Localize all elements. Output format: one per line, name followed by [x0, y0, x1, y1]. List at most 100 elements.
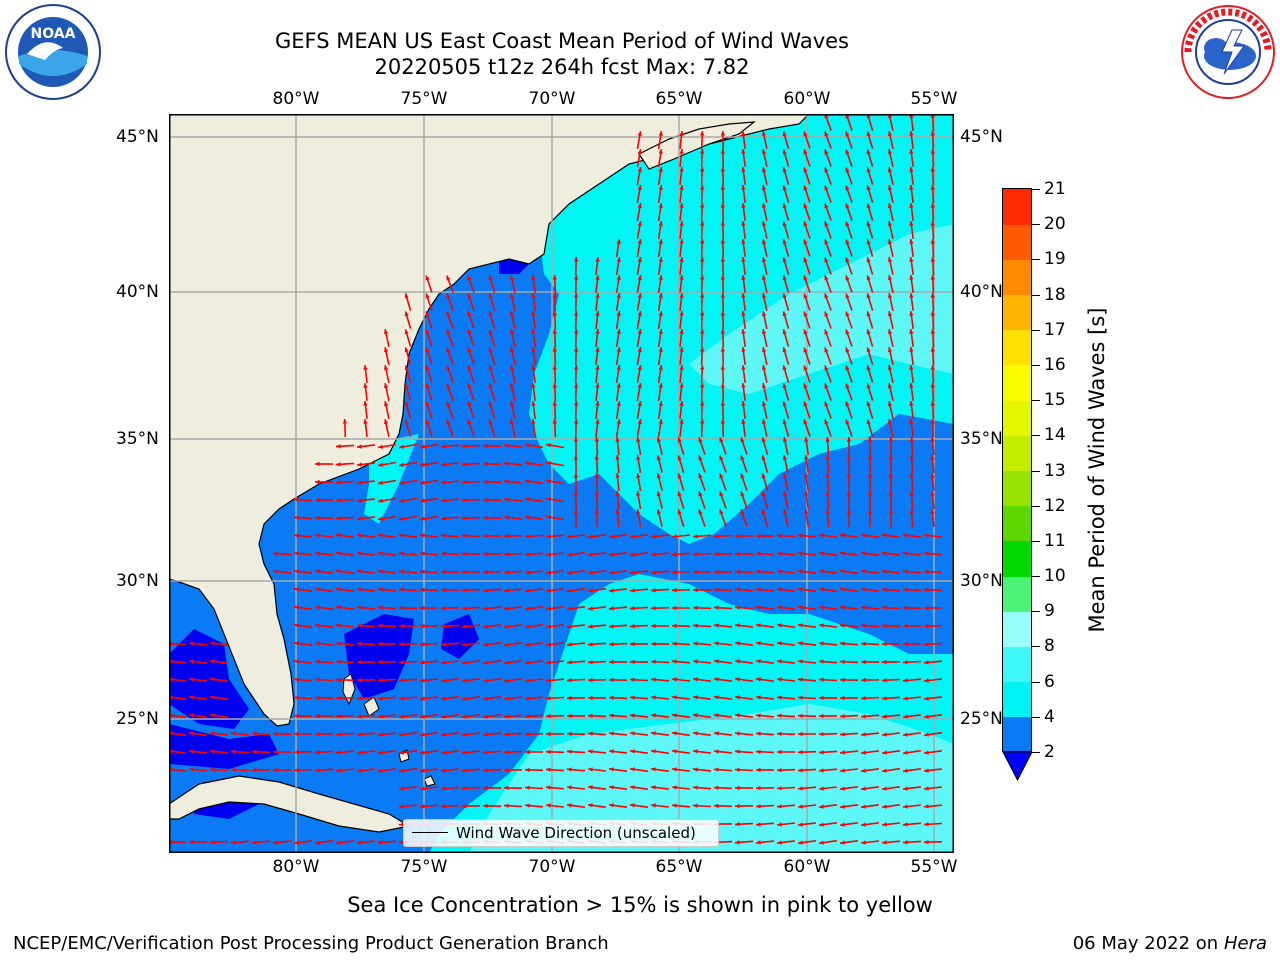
wind-wave-arrow-head [840, 768, 845, 773]
wind-wave-arrow-head [567, 642, 572, 647]
wind-wave-arrow-head [867, 509, 873, 514]
wind-wave-arrow-head [462, 660, 467, 665]
wind-wave-arrow-head [525, 714, 530, 719]
wind-wave-arrow-head [909, 167, 914, 172]
wind-wave-arrow-head [677, 491, 682, 497]
wind-wave-arrow-head [909, 203, 914, 208]
wind-wave-arrow-head [588, 803, 593, 808]
wind-wave-arrow-head [756, 623, 761, 628]
wind-wave-arrow-head [531, 275, 536, 280]
wind-wave-arrow-head [735, 803, 740, 809]
wind-wave-arrow-head [441, 462, 446, 467]
wind-wave-arrow-head [336, 732, 341, 737]
wind-wave-arrow-head [546, 749, 551, 754]
ocean-min-period-area [344, 614, 414, 699]
wind-wave-arrow-head [504, 443, 509, 448]
land-cuba [169, 775, 411, 833]
wind-wave-arrow-head [357, 677, 362, 683]
wind-wave-arrow-head [714, 785, 719, 790]
wind-wave-arrow-head [210, 659, 215, 664]
wind-wave-arrow-head [595, 293, 600, 298]
land-bahamas [363, 696, 380, 717]
wind-wave-arrow-head [819, 533, 824, 538]
colorbar-frame [1002, 188, 1032, 752]
wind-wave-arrow-head [552, 401, 557, 406]
wind-wave-arrow-head [616, 383, 621, 388]
wind-wave-arrow-head [630, 767, 635, 772]
wind-wave-arrow-head [700, 131, 705, 136]
wind-wave-arrow-head [679, 365, 684, 370]
wind-wave-arrow-head [504, 624, 509, 629]
wind-wave-arrow-head [909, 329, 914, 334]
wind-wave-arrow-head [741, 311, 746, 316]
wind-wave-arrow-head [651, 623, 656, 629]
wind-wave-arrow-head [462, 732, 467, 737]
wind-wave-arrow-head [803, 221, 808, 227]
wind-wave-arrow-head [574, 275, 579, 280]
wind-wave-arrow-head [531, 419, 536, 424]
wind-wave-arrow-head [357, 444, 362, 449]
wind-wave-arrow-head [798, 677, 803, 682]
wind-wave-arrow-head [866, 419, 871, 425]
wind-wave-arrow-head [735, 623, 740, 628]
colorbar-tick-label: 8 [1044, 636, 1055, 657]
wind-wave-arrow-head [679, 401, 684, 406]
wind-wave-arrow-head [546, 642, 551, 647]
wind-wave-arrow-head [930, 383, 935, 388]
wind-wave-arrow-head [782, 419, 787, 425]
wind-wave-arrow-head [740, 491, 745, 497]
wind-wave-arrow-head [840, 750, 845, 755]
wind-wave-arrow-head [672, 588, 677, 593]
wind-wave-arrow-head [782, 257, 787, 263]
wind-wave-arrow-head [882, 786, 887, 791]
wind-wave-arrow-head [637, 149, 642, 154]
wind-wave-arrow-head [819, 713, 824, 719]
wind-wave-arrow-head [504, 606, 509, 611]
wind-wave-arrow-head [609, 731, 614, 736]
wind-wave-arrow-head [866, 131, 871, 137]
wind-wave-arrow-head [315, 479, 320, 485]
wind-wave-arrow-head [488, 329, 493, 335]
ocean-period-6-8-area [689, 224, 954, 394]
wind-wave-arrow-head [845, 185, 850, 191]
wind-wave-arrow-head [420, 804, 425, 809]
wind-wave-arrow-head [615, 437, 620, 442]
wind-wave-arrow-head [782, 491, 788, 497]
wind-wave-arrow-head [588, 624, 593, 629]
wind-wave-arrow-head [720, 275, 725, 280]
wind-wave-arrow-head [700, 275, 705, 280]
wind-wave-arrow-head [488, 311, 493, 317]
wind-wave-arrow-head [404, 293, 409, 299]
wind-wave-arrow-head [336, 462, 341, 467]
wind-wave-arrow-head [798, 804, 803, 809]
wind-wave-arrow-head [383, 347, 389, 353]
wind-wave-arrow-head [679, 329, 684, 334]
colorbar-segment [1003, 576, 1032, 612]
wind-wave-arrow-head [462, 714, 467, 719]
wind-wave-arrow-head [273, 731, 278, 736]
wind-wave-arrow-head [672, 803, 677, 808]
wind-wave-arrow-head [861, 732, 866, 737]
wind-wave-arrow-head [651, 713, 656, 718]
wind-wave-arrow-head [700, 203, 705, 208]
colorbar-tick-label: 20 [1044, 214, 1066, 235]
wind-wave-arrow-head [845, 239, 850, 245]
wind-wave-arrow-head [636, 491, 641, 496]
wind-wave-arrow-head [399, 444, 404, 449]
wind-wave-arrow-head [441, 642, 446, 647]
wind-wave-arrow-head [903, 533, 908, 538]
wind-wave-arrow-head [525, 660, 530, 665]
wind-wave-arrow-head [615, 455, 620, 460]
wind-wave-arrow-head [882, 768, 887, 773]
wind-wave-arrow-head [630, 713, 635, 718]
wind-wave-arrow-head [804, 437, 809, 442]
wind-wave-arrow-head [861, 587, 866, 592]
wind-wave-arrow-head [425, 365, 430, 371]
wind-wave-arrow-head [903, 840, 908, 845]
wind-wave-arrow-head [866, 221, 871, 227]
wind-wave-arrow-head [441, 444, 446, 449]
colorbar-segment [1003, 540, 1032, 577]
wind-wave-arrow-head [756, 822, 761, 827]
wind-wave-arrow-head [824, 419, 829, 425]
wind-wave-arrow-head [909, 257, 914, 262]
